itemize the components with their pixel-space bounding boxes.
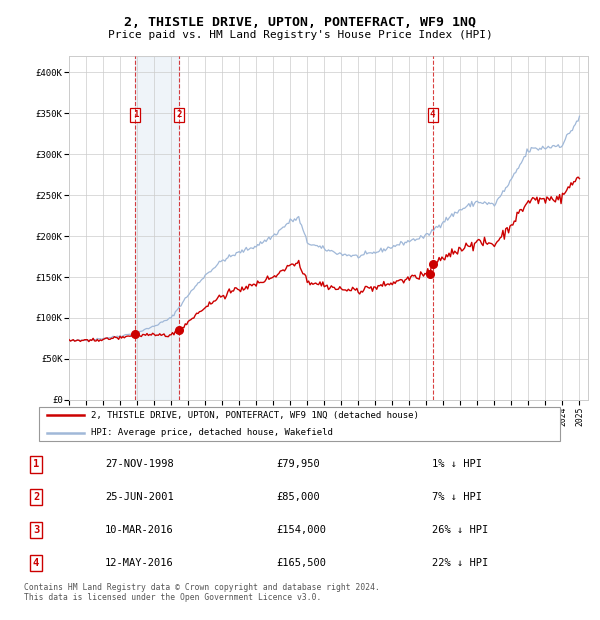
FancyBboxPatch shape [38, 407, 560, 441]
Text: £154,000: £154,000 [276, 525, 326, 535]
Text: 7% ↓ HPI: 7% ↓ HPI [432, 492, 482, 502]
Text: 1: 1 [133, 110, 138, 119]
Text: 2: 2 [33, 492, 39, 502]
Text: £165,500: £165,500 [276, 558, 326, 568]
Text: HPI: Average price, detached house, Wakefield: HPI: Average price, detached house, Wake… [91, 428, 334, 438]
Text: £85,000: £85,000 [276, 492, 320, 502]
Text: 22% ↓ HPI: 22% ↓ HPI [432, 558, 488, 568]
Text: 4: 4 [430, 110, 436, 119]
Text: 10-MAR-2016: 10-MAR-2016 [105, 525, 174, 535]
Text: 4: 4 [33, 558, 39, 568]
Text: 26% ↓ HPI: 26% ↓ HPI [432, 525, 488, 535]
Bar [136, 56, 179, 400]
Text: Contains HM Land Registry data © Crown copyright and database right 2024.
This d: Contains HM Land Registry data © Crown c… [24, 583, 380, 602]
Text: 25-JUN-2001: 25-JUN-2001 [105, 492, 174, 502]
Text: 1% ↓ HPI: 1% ↓ HPI [432, 459, 482, 469]
Text: 1: 1 [33, 459, 39, 469]
Text: 12-MAY-2016: 12-MAY-2016 [105, 558, 174, 568]
Text: 2, THISTLE DRIVE, UPTON, PONTEFRACT, WF9 1NQ (detached house): 2, THISTLE DRIVE, UPTON, PONTEFRACT, WF9… [91, 410, 419, 420]
Text: 2, THISTLE DRIVE, UPTON, PONTEFRACT, WF9 1NQ: 2, THISTLE DRIVE, UPTON, PONTEFRACT, WF9… [124, 16, 476, 29]
Text: 27-NOV-1998: 27-NOV-1998 [105, 459, 174, 469]
Text: Price paid vs. HM Land Registry's House Price Index (HPI): Price paid vs. HM Land Registry's House … [107, 30, 493, 40]
Text: £79,950: £79,950 [276, 459, 320, 469]
Text: 2: 2 [176, 110, 182, 119]
Text: 3: 3 [33, 525, 39, 535]
